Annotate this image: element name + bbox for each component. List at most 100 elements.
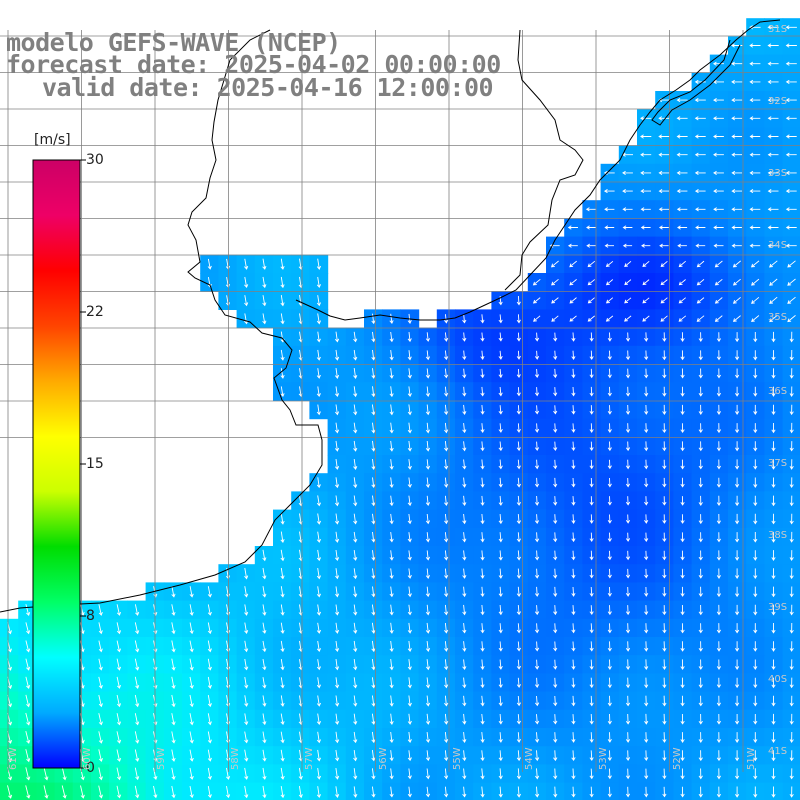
- wind-arrow: [480, 677, 485, 689]
- wind-arrow: [589, 368, 594, 379]
- wind-arrow: [678, 315, 687, 322]
- wind-arrow: [407, 368, 412, 379]
- wind-arrow: [767, 61, 779, 66]
- wind-arrow: [334, 331, 340, 343]
- wind-arrow: [534, 623, 540, 634]
- wind-arrow: [753, 604, 758, 616]
- wind-arrow: [535, 786, 540, 798]
- wind-arrow: [713, 116, 724, 121]
- wind-arrow: [753, 368, 758, 379]
- wind-arrow: [244, 604, 249, 616]
- wind-arrow: [498, 514, 503, 525]
- wind-arrow: [644, 768, 649, 780]
- wind-arrow: [462, 350, 467, 361]
- wind-arrow: [534, 459, 540, 470]
- wind-arrow: [498, 368, 503, 379]
- wind-arrow: [134, 658, 140, 671]
- wind-arrow: [444, 368, 449, 379]
- wind-arrow: [735, 750, 740, 762]
- wind-arrow: [480, 513, 485, 525]
- wind-arrow: [753, 714, 758, 725]
- wind-arrow: [644, 550, 649, 561]
- wind-arrow: [334, 404, 340, 416]
- wind-arrow: [753, 695, 758, 707]
- wind-arrow: [498, 532, 503, 543]
- wind-arrow: [207, 622, 212, 635]
- wind-arrow: [462, 659, 467, 671]
- wind-arrow: [462, 713, 467, 725]
- wind-arrow: [533, 315, 541, 322]
- wind-arrow: [625, 605, 631, 616]
- wind-arrow: [389, 459, 394, 470]
- wind-arrow: [662, 496, 667, 506]
- wind-arrow: [680, 641, 685, 652]
- wind-arrow: [607, 550, 612, 561]
- wind-arrow: [698, 350, 703, 361]
- wind-arrow: [480, 350, 485, 360]
- wind-arrow: [371, 422, 376, 434]
- wind-arrow: [134, 604, 140, 616]
- wind-arrow: [516, 514, 521, 525]
- wind-arrow: [585, 207, 597, 212]
- wind-arrow: [244, 622, 249, 635]
- wind-arrow: [389, 368, 394, 379]
- wind-arrow: [553, 350, 558, 360]
- wind-arrow: [753, 459, 758, 470]
- wind-arrow: [731, 225, 742, 230]
- wind-arrow: [389, 677, 394, 689]
- lon-label-59w: 59W: [156, 747, 167, 770]
- wind-arrow: [716, 732, 721, 743]
- wind-arrow: [171, 785, 176, 799]
- wind-arrow: [625, 477, 631, 488]
- lat-label-33s: 33S: [768, 168, 788, 179]
- wind-arrow: [389, 750, 394, 762]
- wind-arrow: [425, 568, 431, 579]
- wind-arrow: [587, 315, 595, 322]
- wind-arrow: [589, 750, 594, 762]
- wind-arrow: [571, 568, 576, 579]
- wind-arrow: [389, 477, 394, 489]
- wind-arrow: [625, 386, 631, 397]
- wind-arrow: [767, 25, 779, 30]
- wind-arrow: [480, 732, 485, 743]
- wind-arrow: [767, 134, 779, 139]
- wind-arrow: [771, 713, 776, 725]
- wind-arrow: [98, 731, 103, 744]
- wind-arrow: [98, 694, 103, 708]
- wind-arrow: [553, 586, 558, 597]
- wind-arrow: [353, 349, 358, 361]
- wind-arrow: [334, 459, 340, 470]
- colorbar-tick-8: 8: [86, 608, 95, 624]
- lon-label-52w: 52W: [672, 747, 683, 770]
- wind-arrow: [534, 350, 540, 360]
- wind-arrow: [280, 368, 285, 379]
- colorbar-tick-22: 22: [86, 304, 104, 320]
- wind-arrow: [407, 768, 412, 780]
- wind-arrow: [771, 568, 776, 580]
- wind-arrow: [462, 513, 467, 525]
- wind-arrow: [735, 441, 740, 452]
- wind-arrow: [335, 713, 340, 725]
- wind-arrow: [534, 532, 540, 543]
- wind-arrow: [61, 767, 67, 781]
- wind-arrow: [698, 750, 703, 762]
- wind-arrow: [353, 622, 358, 634]
- wind-arrow: [516, 314, 521, 324]
- wind-arrow: [462, 314, 467, 324]
- wind-arrow: [534, 568, 540, 579]
- wind-arrow: [553, 514, 558, 525]
- wind-arrow: [553, 368, 558, 379]
- wind-arrow: [571, 586, 576, 597]
- wind-arrow: [498, 659, 503, 670]
- wind-arrow: [425, 622, 431, 634]
- wind-arrow: [353, 368, 358, 379]
- wind-arrow: [498, 405, 503, 415]
- wind-arrow: [244, 658, 249, 671]
- wind-arrow: [553, 477, 558, 488]
- wind-arrow: [607, 350, 612, 361]
- wind-arrow: [607, 386, 612, 397]
- country-border: [504, 29, 584, 291]
- wind-arrow: [714, 278, 723, 286]
